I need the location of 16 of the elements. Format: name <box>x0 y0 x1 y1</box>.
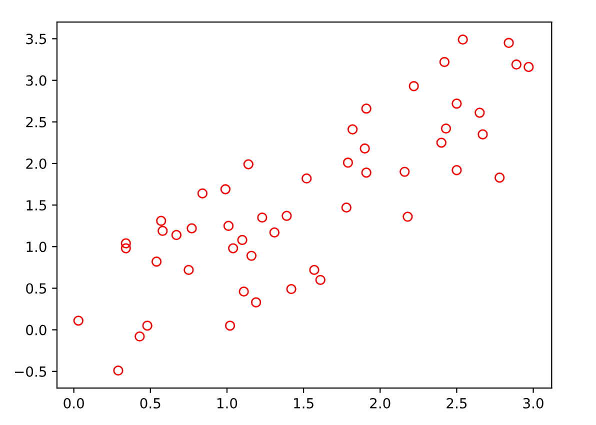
y-tick-label: 0.5 <box>26 283 46 294</box>
y-tick-label: 3.5 <box>26 34 46 44</box>
x-tick-label: 2.0 <box>370 398 390 408</box>
y-tick-label: −0.5 <box>15 366 46 377</box>
x-tick-label: 1.0 <box>217 398 238 408</box>
x-tick-label: 1.5 <box>294 398 314 408</box>
x-tick-label: 0.5 <box>140 398 160 408</box>
y-tick-label: 1.5 <box>26 200 46 211</box>
x-tick-label: 2.5 <box>446 398 467 408</box>
y-tick-label: 1.0 <box>26 242 46 252</box>
x-tick-label: 3.0 <box>523 398 544 408</box>
y-tick-label: 0.0 <box>26 324 46 336</box>
y-tick-label: 2.5 <box>26 116 46 128</box>
x-tick-label: 0.0 <box>64 398 84 408</box>
y-tick-label: 3.0 <box>26 75 46 86</box>
y-tick-label: 2.0 <box>26 158 46 169</box>
